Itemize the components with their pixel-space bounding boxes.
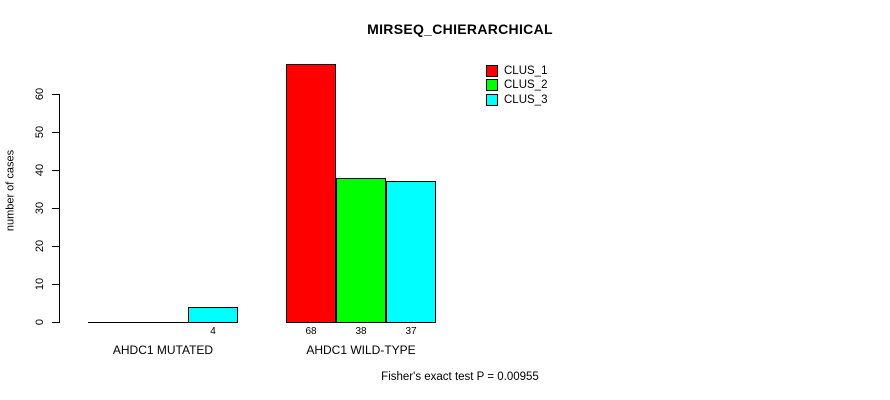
y-tick-label: 10 (34, 277, 46, 291)
y-tick (52, 94, 60, 95)
legend-item: CLUS_3 (486, 93, 547, 107)
y-tick-label: 50 (34, 125, 46, 139)
category-label: AHDC1 WILD-TYPE (306, 343, 416, 357)
y-tick (52, 208, 60, 209)
legend-item: CLUS_1 (486, 64, 547, 78)
bar-value-label: 38 (355, 326, 367, 337)
bar-clus_1-group2 (286, 63, 336, 323)
bar-clus_3-group1 (188, 306, 238, 323)
zero-bar-clus_2-group1 (138, 322, 188, 323)
legend-label: CLUS_2 (504, 79, 548, 92)
y-tick-label: 30 (34, 201, 46, 215)
y-tick-label: 60 (34, 87, 46, 101)
legend-label: CLUS_1 (504, 65, 548, 77)
y-tick-label: 40 (34, 163, 46, 177)
legend-swatch-clus_2 (486, 79, 498, 92)
y-tick (52, 284, 60, 285)
legend: CLUS_1 CLUS_2 CLUS_3 (486, 64, 547, 107)
bar-value-label: 37 (405, 326, 417, 337)
bar-value-label: 4 (210, 326, 216, 337)
bar-clus_3-group2 (386, 181, 436, 323)
y-tick (52, 132, 60, 133)
y-tick (52, 322, 60, 323)
legend-label: CLUS_3 (504, 93, 548, 106)
category-label: AHDC1 MUTATED (112, 343, 214, 357)
legend-swatch-clus_3 (486, 93, 498, 106)
y-tick (52, 246, 60, 247)
bar-clus_2-group2 (336, 177, 386, 323)
bar-value-label: 68 (305, 326, 317, 337)
y-tick-label: 0 (34, 318, 46, 326)
zero-bar-clus_1-group1 (88, 322, 138, 323)
legend-swatch-clus_1 (486, 65, 498, 77)
legend-item: CLUS_2 (486, 78, 547, 92)
stat-annotation: Fisher's exact test P = 0.00955 (381, 371, 539, 383)
chart-title: MIRSEQ_CHIERARCHICAL (367, 21, 553, 37)
y-tick (52, 170, 60, 171)
y-tick-label: 20 (34, 239, 46, 253)
y-axis-title: number of cases (4, 149, 17, 232)
